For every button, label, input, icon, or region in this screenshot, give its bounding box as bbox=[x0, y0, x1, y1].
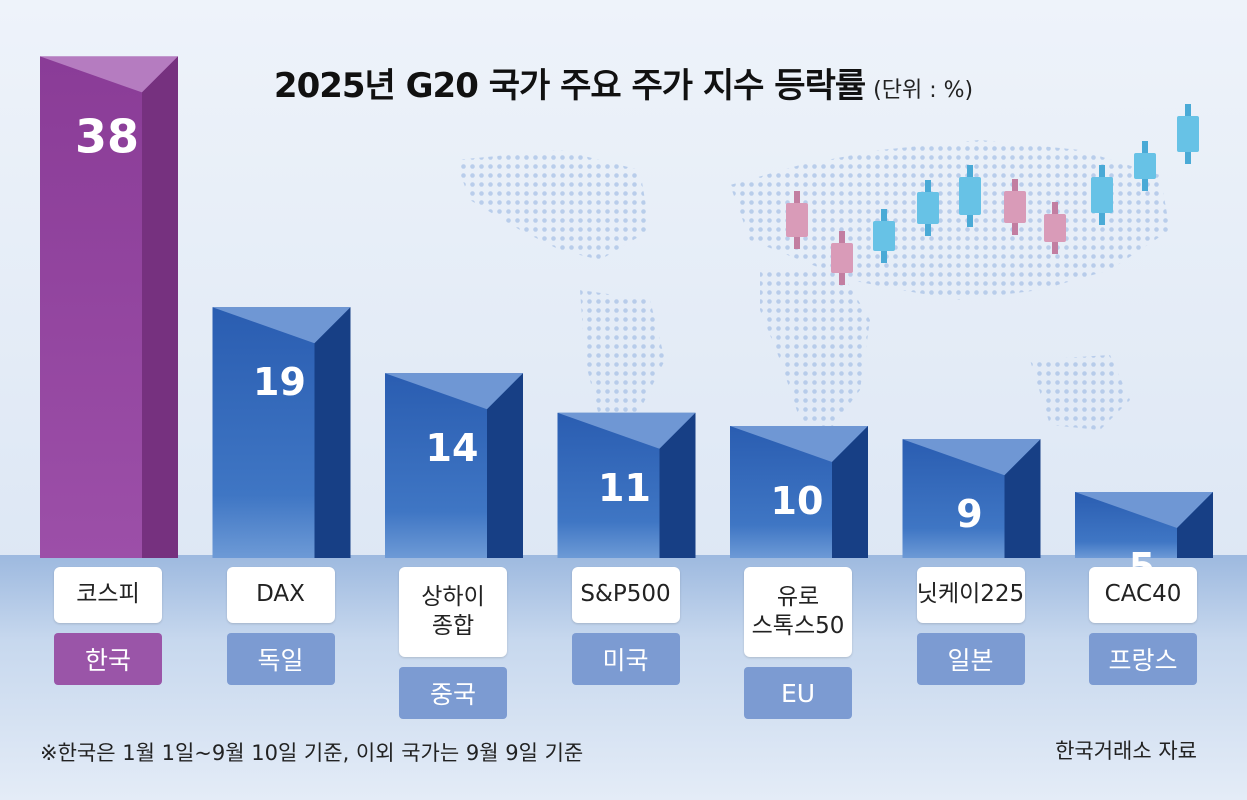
world-map-decoration bbox=[455, 140, 1170, 430]
bar-value-label: 11 bbox=[598, 466, 651, 510]
candlestick-decoration bbox=[786, 104, 1199, 285]
candle-10 bbox=[1177, 104, 1199, 164]
bar-side-facet bbox=[142, 56, 178, 559]
candle-1 bbox=[786, 191, 808, 249]
candle-2 bbox=[831, 231, 853, 285]
bar-top-facet bbox=[40, 56, 178, 93]
index-name-label: 닛케이225 bbox=[916, 567, 1025, 623]
bar-6: 9 bbox=[902, 439, 1041, 558]
index-name-text: S&P500 bbox=[580, 581, 671, 608]
bar-top-facet bbox=[730, 426, 868, 462]
bar-4: 11 bbox=[557, 412, 696, 558]
bar-top-facet bbox=[902, 439, 1041, 476]
bar-value-label: 10 bbox=[771, 479, 824, 523]
index-name-text: 상하이 종합 bbox=[421, 583, 485, 639]
chart-title: 2025년 G20 국가 주요 주가 지수 등락률 bbox=[273, 66, 866, 106]
candle-6 bbox=[1004, 179, 1026, 235]
bar-side-facet bbox=[1004, 439, 1041, 558]
country-label: 프랑스 bbox=[1089, 633, 1197, 685]
country-label: 일본 bbox=[916, 633, 1025, 685]
bar-side-facet bbox=[832, 426, 868, 558]
index-name-label: DAX bbox=[226, 567, 335, 623]
bar-side-facet bbox=[314, 307, 351, 558]
bar-3: 14 bbox=[385, 373, 523, 558]
candle-7 bbox=[1044, 202, 1066, 254]
bar-value-label: 14 bbox=[426, 426, 479, 470]
country-label: 미국 bbox=[571, 633, 680, 685]
footnote: ※한국은 1월 1일~9월 10일 기준, 이외 국가는 9월 9일 기준 bbox=[40, 741, 584, 765]
country-label: 중국 bbox=[399, 667, 507, 719]
country-label: 한국 bbox=[54, 633, 162, 685]
bar-value-label: 9 bbox=[956, 492, 982, 536]
bar-top-facet bbox=[212, 307, 351, 344]
bars-group: 381914111095 bbox=[40, 56, 1213, 589]
bar-top-facet bbox=[557, 412, 696, 449]
bar-top-facet bbox=[385, 373, 523, 410]
country-label: 독일 bbox=[226, 633, 335, 685]
index-name-text: CAC40 bbox=[1104, 581, 1182, 608]
bar-top-facet bbox=[1075, 492, 1213, 528]
bar-2: 19 bbox=[212, 307, 351, 558]
index-name-label: 코스피 bbox=[54, 567, 162, 623]
index-name-label: S&P500 bbox=[571, 567, 680, 623]
candle-8 bbox=[1091, 165, 1113, 225]
bar-value-label: 19 bbox=[253, 360, 306, 404]
source-note: 한국거래소 자료 bbox=[1055, 739, 1197, 763]
index-name-label: CAC40 bbox=[1089, 567, 1197, 623]
candle-5 bbox=[959, 165, 981, 227]
index-name-label: 상하이 종합 bbox=[399, 567, 507, 657]
chart-title-area: 2025년 G20 국가 주요 주가 지수 등락률 (단위 : %) bbox=[0, 58, 1247, 107]
index-name-text: 유로 스톡스50 bbox=[751, 583, 845, 639]
candle-4 bbox=[917, 180, 939, 236]
bar-value-label: 38 bbox=[75, 109, 139, 163]
bar-side-facet bbox=[1177, 492, 1213, 558]
country-label: EU bbox=[744, 667, 852, 719]
candle-9 bbox=[1134, 141, 1156, 191]
bar-side-facet bbox=[487, 373, 523, 558]
index-name-text: DAX bbox=[256, 581, 305, 608]
bar-1: 38 bbox=[40, 56, 178, 559]
bar-5: 10 bbox=[730, 426, 868, 558]
index-name-text: 코스피 bbox=[76, 581, 140, 608]
index-name-label: 유로 스톡스50 bbox=[744, 567, 852, 657]
candle-3 bbox=[873, 209, 895, 263]
index-name-text: 닛케이225 bbox=[916, 581, 1025, 608]
unit-label: (단위 : %) bbox=[873, 78, 974, 103]
bar-side-facet bbox=[659, 412, 696, 558]
